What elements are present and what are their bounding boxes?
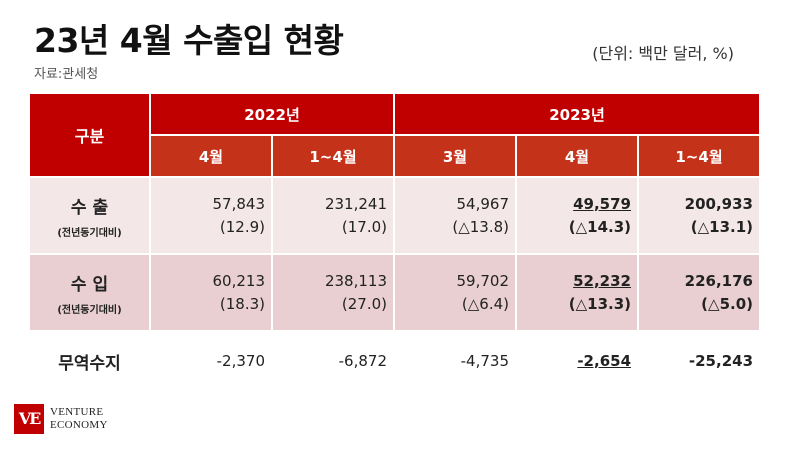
row-label-exports: 수 출 (전년동기대비) [28,176,151,255]
cell-change: (18.3) [219,294,265,313]
sub-header-2023-mar: 3월 [393,134,517,178]
table-cell: -25,243 [637,330,761,393]
cell-value: 57,843 [212,194,266,213]
table-cell: 52,232 (△13.3) [515,253,639,332]
table-cell: 200,933 (△13.1) [637,176,761,255]
cell-value: -25,243 [688,352,753,370]
sub-header-2023-jan-apr: 1~4월 [637,134,761,178]
table-row-trade-balance: 무역수지 -2,370 -6,872 -4,735 -2,654 -25,243 [28,330,761,393]
cell-change: (12.9) [219,217,265,236]
cell-value: 238,113 [324,271,387,290]
trade-table: 구분 2022년 2023년 4월 1~4월 3월 4월 1~4월 수 출 (전… [28,92,761,393]
row-label-main: 무역수지 [58,354,121,374]
table-cell: 231,241 (17.0) [271,176,395,255]
cell-value: 54,967 [456,194,510,213]
cell-change: (△13.8) [452,217,509,236]
cell-value: -2,654 [577,352,631,370]
logo-mark-icon: VE [14,404,44,434]
table-cell: 59,702 (△6.4) [393,253,517,332]
row-label-main: 수 출 [70,197,109,218]
cell-value: 226,176 [684,271,753,290]
cell-value: 60,213 [212,271,266,290]
row-label-trade-balance: 무역수지 [28,330,151,393]
row-label-sub: (전년동기대비) [57,304,122,316]
table-cell: -2,654 [515,330,639,393]
table-cell: -6,872 [271,330,395,393]
cell-change: (△13.1) [690,217,753,236]
cell-change: (17.0) [341,217,387,236]
cell-value: -2,370 [216,352,265,370]
table-cell: 60,213 (18.3) [149,253,273,332]
cell-value: 200,933 [684,194,753,213]
sub-header-2023-apr: 4월 [515,134,639,178]
table-cell: 238,113 (27.0) [271,253,395,332]
cell-value: 59,702 [456,271,510,290]
table-cell: -4,735 [393,330,517,393]
sub-header-2022-apr: 4월 [149,134,273,178]
row-label-main: 수 입 [70,274,109,295]
logo-wordmark: VENTURE ECONOMY [50,406,108,432]
sub-header-2022-jan-apr: 1~4월 [271,134,395,178]
table-row-exports: 수 출 (전년동기대비) 57,843 (12.9) 231,241 (17.0) … [28,176,761,255]
table-cell: 226,176 (△5.0) [637,253,761,332]
group-header-2022: 2022년 [149,92,395,136]
logo-line-1: VENTURE [50,406,104,418]
cell-value: 49,579 [573,194,631,213]
cell-value: 52,232 [573,271,631,290]
group-header-2023: 2023년 [393,92,761,136]
table-cell: -2,370 [149,330,273,393]
table-cell: 49,579 (△14.3) [515,176,639,255]
cell-change: (△13.3) [568,294,631,313]
cell-value: -4,735 [460,352,509,370]
source-note: 자료:관세청 [34,67,99,82]
cell-change: (△5.0) [701,294,753,313]
cell-change: (△14.3) [568,217,631,236]
cell-change: (27.0) [341,294,387,313]
cell-value: 231,241 [324,194,387,213]
cell-value: -6,872 [338,352,387,370]
cell-change: (△6.4) [461,294,509,313]
table-cell: 54,967 (△13.8) [393,176,517,255]
table-cell: 57,843 (12.9) [149,176,273,255]
corner-label: 구분 [28,92,151,178]
row-label-imports: 수 입 (전년동기대비) [28,253,151,332]
unit-note: (단위: 백만 달러, %) [592,44,734,63]
table-row-imports: 수 입 (전년동기대비) 60,213 (18.3) 238,113 (27.0) … [28,253,761,332]
page-title: 23년 4월 수출입 현황 [34,21,344,60]
row-label-sub: (전년동기대비) [57,227,122,239]
logo-line-2: ECONOMY [50,419,108,431]
